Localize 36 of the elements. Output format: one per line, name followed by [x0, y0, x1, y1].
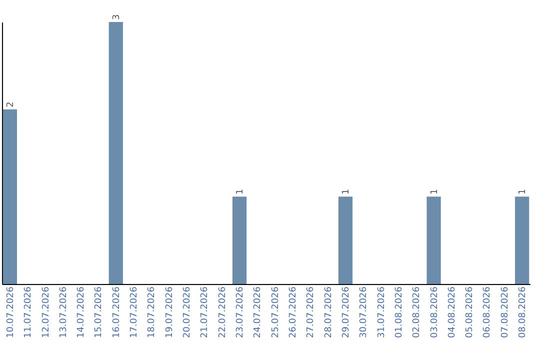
x-tick-label: 05.08.2026	[465, 286, 476, 338]
x-tick-label: 15.07.2026	[94, 286, 104, 338]
x-tick-label: 04.08.2026	[447, 286, 458, 338]
x-tick-label: 27.07.2026	[306, 286, 316, 338]
x-tick-label: 08.08.2026	[518, 286, 528, 338]
x-tick-label: 13.07.2026	[58, 286, 69, 338]
x-tick-label: 01.08.2026	[394, 286, 404, 338]
data-label: 1	[518, 188, 528, 195]
x-tick-label: 21.07.2026	[200, 286, 210, 338]
x-tick-label: 29.07.2026	[341, 286, 352, 338]
x-tick-label: 16.07.2026	[112, 286, 122, 338]
x-tick-label: 20.07.2026	[182, 286, 193, 338]
x-tick-label: 25.07.2026	[270, 286, 281, 338]
x-tick-label: 23.07.2026	[236, 286, 246, 338]
data-label: 1	[236, 188, 246, 195]
data-label: 3	[112, 14, 122, 20]
x-tick-label: 14.07.2026	[76, 286, 87, 338]
x-tick-label: 18.07.2026	[147, 286, 158, 338]
x-tick-label: 07.08.2026	[500, 286, 510, 338]
data-label: 1	[341, 188, 352, 195]
x-tick-label: 30.07.2026	[359, 286, 370, 338]
x-tick-label: 03.08.2026	[430, 286, 440, 338]
x-tick-label: 24.07.2026	[253, 286, 264, 338]
data-label: 1	[430, 188, 440, 195]
data-label: 2	[6, 102, 16, 108]
x-tick-label: 26.07.2026	[288, 286, 298, 338]
x-tick-label: 17.07.2026	[130, 286, 140, 338]
x-tick-label: 22.07.2026	[218, 286, 228, 338]
x-tick-label: 02.08.2026	[412, 286, 422, 338]
x-tick-label: 11.07.2026	[24, 286, 34, 338]
x-tick-label: 06.08.2026	[482, 286, 493, 338]
x-tick-label: 31.07.2026	[376, 286, 387, 338]
x-tick-label: 10.07.2026	[6, 286, 16, 338]
x-tick-label: 28.07.2026	[324, 286, 334, 338]
x-tick-label: 12.07.2026	[41, 286, 52, 338]
x-tick-label: 19.07.2026	[164, 286, 175, 338]
